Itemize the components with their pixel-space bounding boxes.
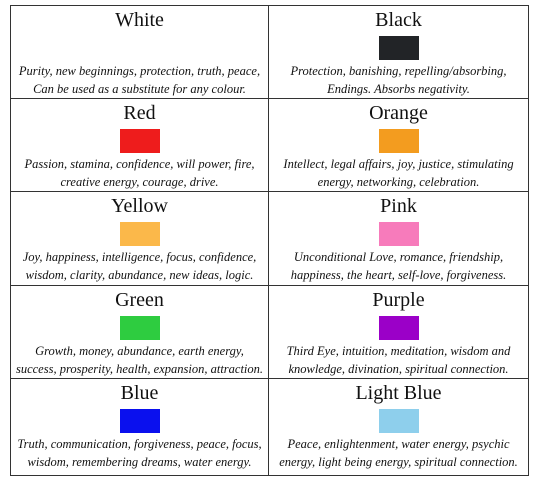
color-name: Black [375,9,422,31]
color-name: White [115,9,164,31]
color-name: Red [123,102,156,124]
description-line: Passion, stamina, confidence, will power… [24,157,255,171]
color-name: Light Blue [355,382,442,404]
color-name: Pink [380,195,417,217]
color-name: Yellow [111,195,168,217]
color-cell: Light Blue Peace, enlightenment, water en… [268,378,529,476]
color-cell: Yellow Joy, happiness, intelligence, focu… [10,191,269,286]
color-name: Orange [369,102,428,124]
description-line: Peace, enlightenment, water energy, psyc… [287,437,510,451]
color-swatch [378,409,419,433]
color-cell: Green Growth, money, abundance, earth ene… [10,285,269,379]
description-line: Purity, new beginnings, protection, trut… [18,64,261,78]
color-cell: Orange Intellect, legal affairs, joy, jus… [268,98,529,192]
color-cell: Purple Third Eye, intuition, meditation, … [268,285,529,379]
color-cell: White Purity, new beginnings, protection,… [10,5,269,99]
description-line: wisdom, clarity, abundance, new ideas, l… [25,268,254,282]
color-swatch [378,316,419,340]
color-name: Blue [120,382,159,404]
color-swatch [119,316,160,340]
color-swatch [119,36,160,60]
description-line: Joy, happiness, intelligence, focus, con… [22,250,257,264]
description-line: Can be used as a substitute for any colo… [33,82,246,96]
description-line: wisdom, remembering dreams, water energy… [27,455,252,469]
color-cell: Blue Truth, communication, forgiveness, p… [10,378,269,476]
color-swatch [378,222,419,246]
description-line: Protection, banishing, repelling/absorbi… [290,64,507,78]
color-swatch [119,129,160,153]
description-line: Endings. Absorbs negativity. [327,82,470,96]
description-line: Growth, money, abundance, earth energy, [35,344,244,358]
description-line: knowledge, divination, spiritual connect… [288,362,509,376]
description-line: energy, networking, celebration. [317,175,480,189]
description-line: creative energy, courage, drive. [60,175,219,189]
description-line: Third Eye, intuition, meditation, wisdom… [286,344,511,358]
description-line: Intellect, legal affairs, joy, justice, … [283,157,514,171]
description-line: Unconditional Love, romance, friendship, [293,250,504,264]
color-swatch [378,36,419,60]
color-swatch [119,222,160,246]
color-name: Green [115,289,164,311]
description-line: happiness, the heart, self-love, forgive… [290,268,507,282]
description-line: success, prosperity, health, expansion, … [15,362,264,376]
description-line: energy, light being energy, spiritual co… [279,455,518,469]
color-cell: Red Passion, stamina, confidence, will po… [10,98,269,192]
color-cell: Pink Unconditional Love, romance, friends… [268,191,529,286]
color-swatch [119,409,160,433]
description-line: Truth, communication, forgiveness, peace… [17,437,262,451]
color-swatch [378,129,419,153]
color-cell: Black Protection, banishing, repelling/ab… [268,5,529,99]
color-name: Purple [372,289,425,311]
